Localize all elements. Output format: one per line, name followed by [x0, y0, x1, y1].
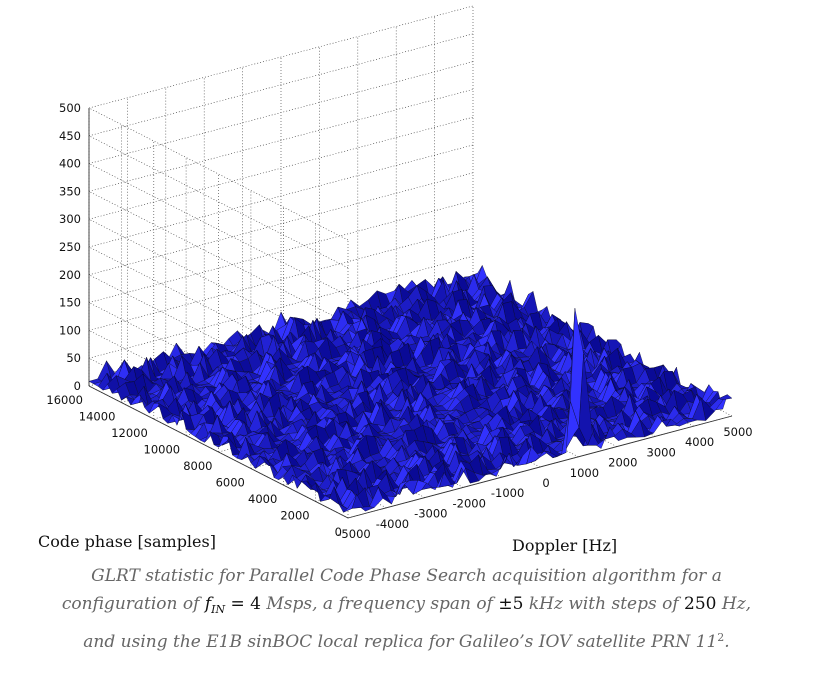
- figure-caption: GLRT statistic for Parallel Code Phase S…: [0, 562, 813, 656]
- z-tick-label: 0: [74, 379, 81, 393]
- caption-math-eq: = 4: [225, 594, 261, 614]
- caption-line-2: configuration of fIN = 4 Msps, a frequen…: [0, 590, 813, 624]
- glrt-surface: [88, 264, 733, 513]
- y-tick-label: 14000: [79, 410, 116, 424]
- y-tick-label: 6000: [216, 476, 245, 490]
- caption-line-1: GLRT statistic for Parallel Code Phase S…: [0, 562, 813, 590]
- caption-math-f: f: [204, 594, 212, 614]
- grid-line: [88, 200, 474, 303]
- caption-line2-unit: Msps, a frequency span of: [260, 594, 499, 614]
- caption-line1-text: GLRT statistic for Parallel Code Phase S…: [91, 566, 722, 586]
- caption-line-3: and using the E1B sinBOC local replica f…: [0, 624, 813, 656]
- caption-line2-mid: kHz with steps of: [523, 594, 685, 614]
- z-tick-label: 500: [59, 101, 81, 115]
- x-tick-label: -1000: [491, 486, 524, 500]
- grid-line: [88, 107, 349, 241]
- x-tick-label: -4000: [376, 517, 409, 531]
- z-tick-label: 450: [59, 129, 81, 143]
- y-tick-label: 8000: [183, 459, 212, 473]
- x-axis-line: [347, 415, 733, 519]
- x-tick-label: 1000: [570, 466, 599, 480]
- caption-math-step: 250: [684, 594, 717, 614]
- caption-footnote-mark: 2: [717, 631, 725, 644]
- z-tick-label: 50: [66, 351, 81, 365]
- z-tick-label: 250: [59, 240, 81, 254]
- y-axis-line: [88, 385, 349, 519]
- grid-line: [88, 33, 474, 137]
- x-tick-label: -3000: [414, 507, 447, 521]
- caption-math-sub-in: IN: [211, 603, 226, 616]
- caption-line2-pre: configuration of: [61, 594, 205, 614]
- z-tick-label: 150: [59, 296, 81, 310]
- grid-line: [88, 135, 349, 269]
- y-tick-label: 12000: [111, 426, 148, 440]
- grid-line: [88, 5, 474, 109]
- caption-math-pm: ±5: [498, 594, 524, 614]
- caption-line2-end: Hz,: [716, 594, 752, 614]
- grid-line: [88, 116, 474, 220]
- z-tick-label: 200: [59, 268, 81, 282]
- grid-line: [88, 191, 349, 324]
- grid-line: [88, 89, 474, 192]
- x-tick-label: -2000: [452, 496, 485, 510]
- x-tick-label: 0: [542, 476, 549, 490]
- x-tick-label: 5000: [723, 425, 752, 439]
- grid-line: [88, 163, 349, 296]
- z-tick-label: 100: [59, 323, 81, 337]
- x-tick-label: -5000: [337, 527, 370, 541]
- y-tick-label: 10000: [144, 443, 181, 457]
- z-tick-label: 400: [59, 157, 81, 171]
- caption-line3-end: .: [724, 632, 730, 652]
- glrt-surface-plot: 0501001502002503003504004505000200040006…: [38, 5, 753, 555]
- caption-line3-text: and using the E1B sinBOC local replica f…: [83, 632, 718, 652]
- x-tick-label: 4000: [685, 435, 714, 449]
- surface-patch: [718, 394, 733, 400]
- z-tick-label: 350: [59, 184, 81, 198]
- axis-ticks: 0501001502002503003504004505000200040006…: [46, 101, 752, 541]
- y-tick-label: 2000: [280, 509, 309, 523]
- x-axis-label: Doppler [Hz]: [512, 536, 617, 555]
- x-tick-label: 2000: [608, 456, 637, 470]
- z-tick-label: 300: [59, 212, 81, 226]
- y-tick-label: 16000: [46, 393, 83, 407]
- y-tick-label: 0: [335, 525, 342, 539]
- x-tick-label: 3000: [647, 445, 676, 459]
- grid-line: [88, 228, 474, 331]
- y-tick-label: 4000: [248, 492, 277, 506]
- y-axis-label: Code phase [samples]: [38, 532, 216, 551]
